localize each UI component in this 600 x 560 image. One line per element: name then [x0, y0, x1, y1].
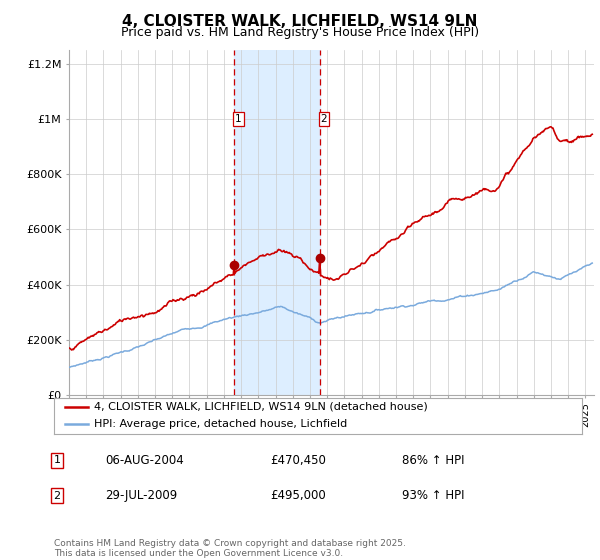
Text: £470,450: £470,450 — [270, 454, 326, 467]
Text: 29-JUL-2009: 29-JUL-2009 — [105, 489, 177, 502]
Text: £495,000: £495,000 — [270, 489, 326, 502]
Text: 2: 2 — [53, 491, 61, 501]
Text: 4, CLOISTER WALK, LICHFIELD, WS14 9LN: 4, CLOISTER WALK, LICHFIELD, WS14 9LN — [122, 14, 478, 29]
Text: Price paid vs. HM Land Registry's House Price Index (HPI): Price paid vs. HM Land Registry's House … — [121, 26, 479, 39]
Text: 1: 1 — [53, 455, 61, 465]
Text: 93% ↑ HPI: 93% ↑ HPI — [402, 489, 464, 502]
Text: HPI: Average price, detached house, Lichfield: HPI: Average price, detached house, Lich… — [94, 419, 347, 429]
Text: 86% ↑ HPI: 86% ↑ HPI — [402, 454, 464, 467]
Text: 06-AUG-2004: 06-AUG-2004 — [105, 454, 184, 467]
Text: 2: 2 — [320, 114, 327, 124]
Bar — [234, 50, 320, 395]
Text: 1: 1 — [235, 114, 242, 124]
Text: Contains HM Land Registry data © Crown copyright and database right 2025.
This d: Contains HM Land Registry data © Crown c… — [54, 539, 406, 558]
Text: 4, CLOISTER WALK, LICHFIELD, WS14 9LN (detached house): 4, CLOISTER WALK, LICHFIELD, WS14 9LN (d… — [94, 402, 427, 412]
